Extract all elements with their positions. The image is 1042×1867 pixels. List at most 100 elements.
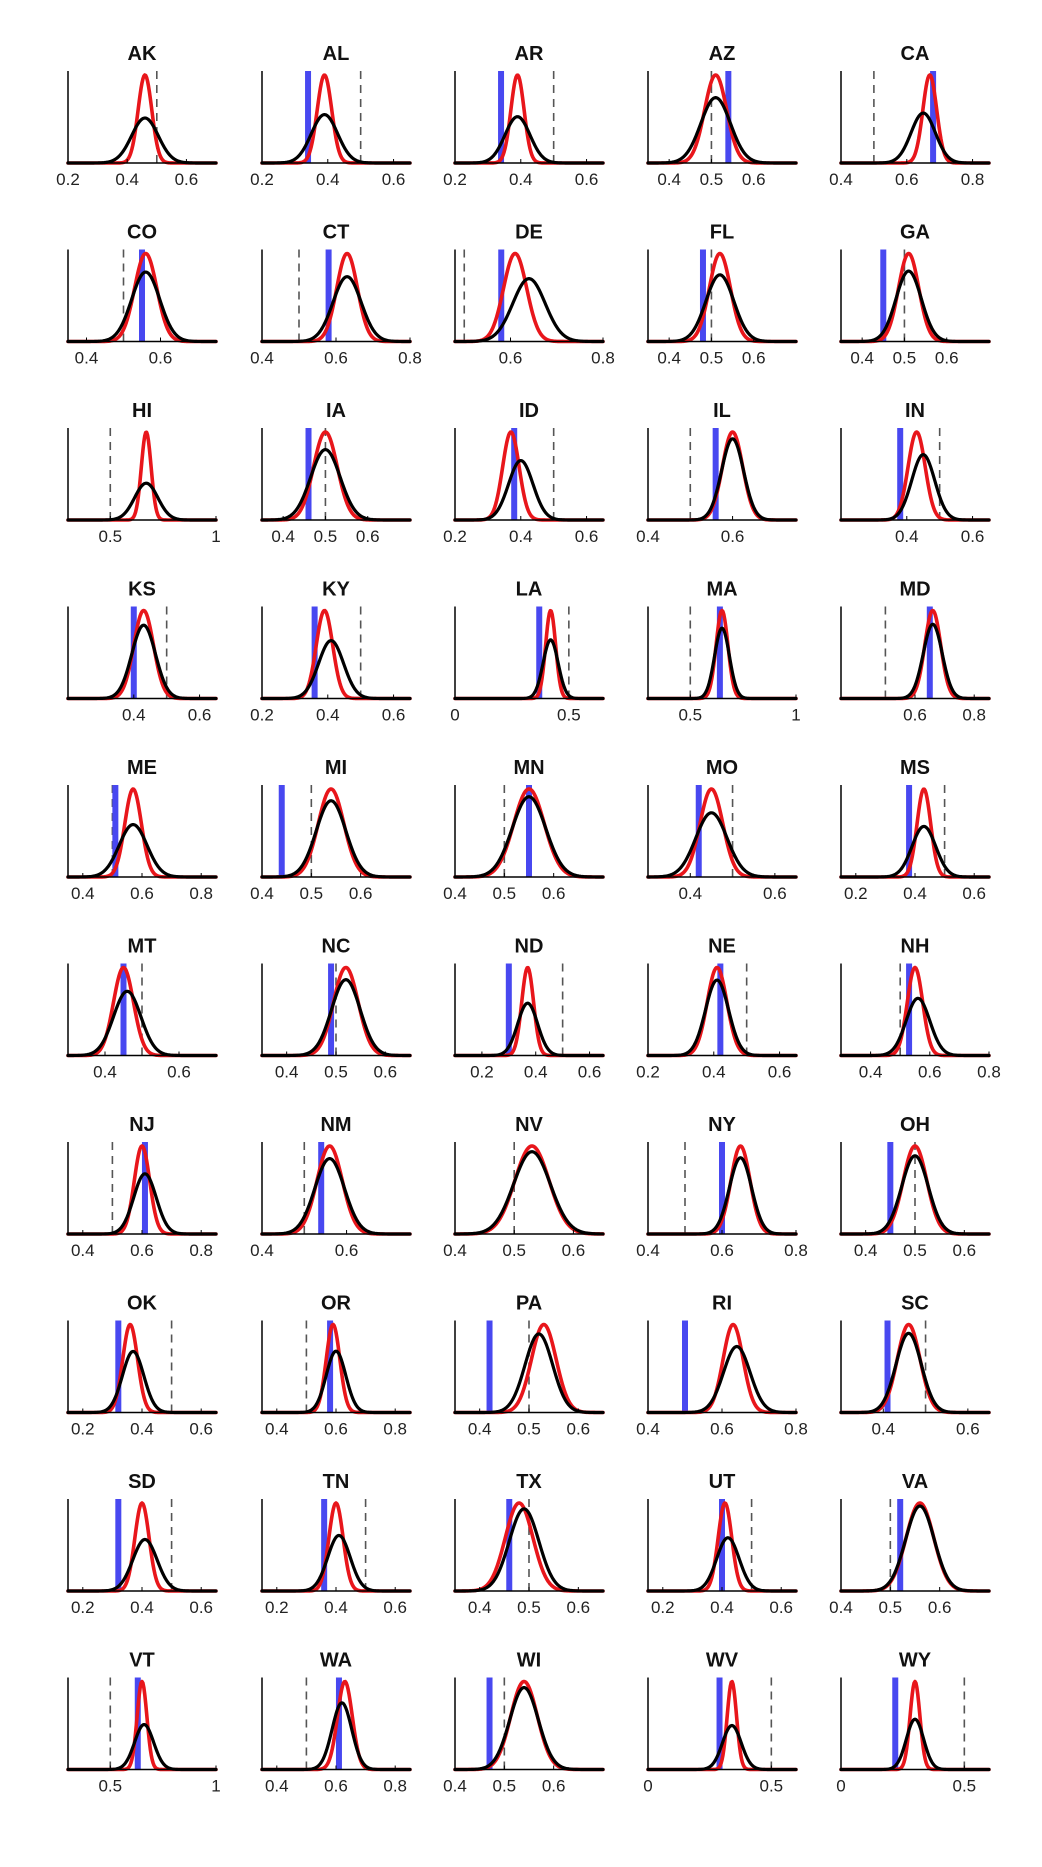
- panel-ny: NY 0.4 0.6 0.8: [636, 1114, 808, 1260]
- black-density-curve: [260, 978, 412, 1058]
- panel-vt: VT 0.5 1: [66, 1650, 221, 1796]
- x-tick-label: 0.4: [265, 1420, 289, 1439]
- x-tick-label: 0: [643, 1777, 652, 1796]
- x-tick-label: 0: [836, 1777, 845, 1796]
- panel-pa: PA 0.4 0.5 0.6: [453, 1293, 605, 1439]
- black-density-curve: [66, 989, 218, 1058]
- x-tick-label: 0.4: [443, 1777, 467, 1796]
- red-density-curve: [646, 73, 798, 165]
- x-tick-label: 0.6: [962, 884, 986, 903]
- panel-title: ND: [515, 936, 544, 958]
- x-tick-label: 0.5: [300, 884, 324, 903]
- x-tick-label: 0: [450, 706, 459, 725]
- x-tick-label: 0.4: [130, 1598, 154, 1617]
- red-density-curve: [260, 608, 412, 701]
- x-tick-label: 0.6: [768, 1063, 792, 1082]
- panel-title: VA: [902, 1471, 928, 1493]
- panel-title: SC: [901, 1293, 929, 1315]
- panel-me: ME 0.4 0.6 0.8: [66, 757, 218, 903]
- x-tick-label: 0.4: [122, 706, 146, 725]
- panel-ky: KY 0.2 0.4 0.6: [250, 579, 412, 725]
- x-tick-label: 0.5: [903, 1241, 927, 1260]
- x-tick-label: 0.6: [382, 706, 406, 725]
- x-tick-label: 0.4: [324, 1598, 348, 1617]
- red-density-curve: [839, 1679, 991, 1772]
- x-tick-label: 0.4: [316, 706, 340, 725]
- x-tick-label: 0.4: [829, 1598, 853, 1617]
- x-tick-label: 0.6: [542, 884, 566, 903]
- x-tick-label: 0.8: [591, 349, 615, 368]
- red-density-curve: [839, 787, 991, 879]
- black-density-curve: [66, 1537, 218, 1593]
- black-density-curve: [646, 437, 798, 522]
- x-tick-label: 0.6: [383, 1598, 407, 1617]
- x-tick-label: 0.4: [115, 170, 139, 189]
- x-tick-label: 0.6: [575, 170, 599, 189]
- x-tick-label: 0.6: [189, 1598, 213, 1617]
- panel-title: VT: [129, 1650, 155, 1672]
- panel-title: ID: [519, 400, 539, 422]
- black-density-curve: [260, 1156, 412, 1236]
- panel-ne: NE 0.2 0.4 0.6: [636, 936, 798, 1082]
- x-tick-label: 0.5: [493, 1777, 517, 1796]
- black-density-curve: [839, 1717, 991, 1772]
- x-tick-label: 0.8: [977, 1063, 1001, 1082]
- panel-title: AK: [128, 43, 157, 65]
- black-density-curve: [646, 96, 798, 165]
- panel-sd: SD 0.2 0.4 0.6: [66, 1471, 218, 1617]
- x-tick-label: 0.6: [567, 1598, 591, 1617]
- x-tick-label: 0.4: [678, 884, 702, 903]
- x-tick-label: 0.4: [509, 527, 533, 546]
- panel-title: NH: [901, 936, 930, 958]
- x-tick-label: 0.2: [265, 1598, 289, 1617]
- panel-title: MO: [706, 757, 738, 779]
- x-tick-label: 0.5: [517, 1598, 541, 1617]
- black-density-curve: [646, 811, 798, 879]
- x-tick-label: 0.6: [763, 884, 787, 903]
- x-tick-label: 0.6: [324, 1420, 348, 1439]
- panel-title: CA: [901, 43, 930, 65]
- x-tick-label: 0.2: [250, 706, 274, 725]
- black-density-curve: [453, 1685, 605, 1772]
- x-tick-label: 0.6: [935, 349, 959, 368]
- black-density-curve: [839, 1331, 991, 1415]
- panel-title: OH: [900, 1114, 930, 1136]
- panel-ok: OK 0.2 0.4 0.6: [66, 1293, 218, 1439]
- panel-mi: MI 0.4 0.5 0.6: [250, 757, 412, 903]
- panel-title: MD: [899, 579, 930, 601]
- x-tick-label: 0.6: [188, 706, 212, 725]
- x-tick-label: 0.6: [567, 1420, 591, 1439]
- x-tick-label: 0.6: [721, 527, 745, 546]
- x-tick-label: 0.2: [443, 170, 467, 189]
- red-density-curve: [260, 430, 412, 522]
- panel-title: AR: [515, 43, 544, 65]
- panel-title: FL: [710, 222, 734, 244]
- panel-title: IN: [905, 400, 925, 422]
- x-tick-label: 0.5: [760, 1777, 784, 1796]
- x-tick-label: 0.4: [636, 527, 660, 546]
- x-tick-label: 0.6: [130, 1241, 154, 1260]
- panel-nc: NC 0.4 0.5 0.6: [260, 936, 412, 1082]
- x-tick-label: 0.6: [895, 170, 919, 189]
- black-density-curve: [839, 1504, 991, 1593]
- x-tick-label: 0.6: [710, 1241, 734, 1260]
- black-density-curve: [453, 1150, 605, 1236]
- x-tick-label: 0.8: [784, 1420, 808, 1439]
- x-tick-label: 0.5: [953, 1777, 977, 1796]
- x-tick-label: 0.6: [542, 1777, 566, 1796]
- black-density-curve: [66, 481, 218, 522]
- panel-ma: MA 0.5 1: [646, 579, 801, 725]
- panel-ak: AK 0.2 0.4 0.6: [56, 43, 218, 189]
- red-density-curve: [66, 430, 218, 522]
- red-density-curve: [839, 430, 991, 522]
- panel-title: AL: [323, 43, 350, 65]
- x-tick-label: 0.6: [953, 1241, 977, 1260]
- x-tick-label: 0.4: [636, 1420, 660, 1439]
- x-tick-label: 0.4: [250, 349, 274, 368]
- red-density-curve: [646, 1322, 798, 1415]
- x-tick-label: 0.6: [130, 884, 154, 903]
- panel-title: MA: [706, 579, 737, 601]
- red-density-curve: [453, 73, 605, 165]
- panel-title: NV: [515, 1114, 543, 1136]
